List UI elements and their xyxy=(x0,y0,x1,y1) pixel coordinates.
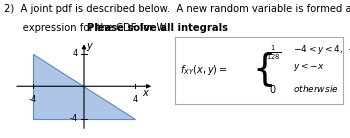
Text: $f_{XY}(x,y) =$: $f_{XY}(x,y) =$ xyxy=(180,63,228,77)
Text: -4: -4 xyxy=(29,95,37,104)
Text: $y < -x$: $y < -x$ xyxy=(293,61,324,73)
Text: 2)  A joint pdf is described below.  A new random variable is formed as shown:  : 2) A joint pdf is described below. A new… xyxy=(4,4,350,14)
Text: $0$: $0$ xyxy=(269,83,277,95)
Text: $\frac{1}{128}$: $\frac{1}{128}$ xyxy=(266,44,281,62)
Polygon shape xyxy=(33,54,135,119)
Text: y: y xyxy=(86,41,92,51)
Text: -4: -4 xyxy=(69,114,78,123)
Text: $\mathit{otherwsie}$: $\mathit{otherwsie}$ xyxy=(293,83,338,94)
Text: x: x xyxy=(143,88,148,98)
Text: $-4 < y < 4,\,-4 < x < 4$: $-4 < y < 4,\,-4 < x < 4$ xyxy=(293,43,350,56)
Text: expression for the CDF for W.: expression for the CDF for W. xyxy=(4,23,174,33)
Text: {: { xyxy=(252,52,276,89)
Text: 4: 4 xyxy=(72,49,78,58)
Text: 4: 4 xyxy=(132,95,138,104)
Text: Please solve all integrals: Please solve all integrals xyxy=(86,23,228,33)
